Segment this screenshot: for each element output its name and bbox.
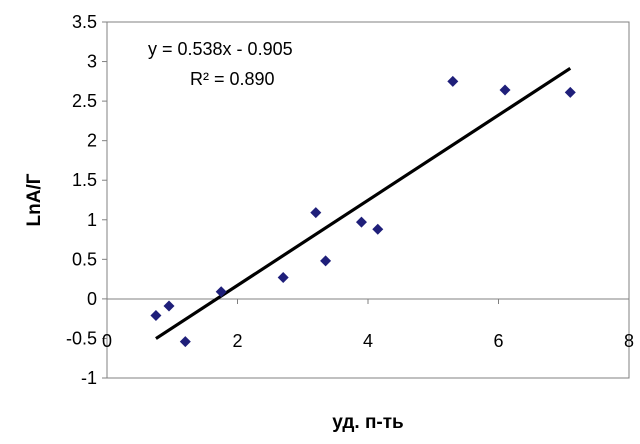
r-squared-label: R² = 0.890 [190, 69, 275, 89]
data-points [150, 75, 576, 348]
trendline-layer [155, 66, 572, 340]
trendline-equation: y = 0.538x - 0.905 [148, 39, 293, 59]
y-tick-label: 3.5 [72, 12, 97, 32]
y-tick-label: -1 [81, 368, 97, 388]
data-point [355, 216, 367, 228]
y-tick-label: 2.5 [72, 91, 97, 111]
data-point [320, 255, 332, 267]
x-tick-label: 6 [493, 331, 503, 351]
y-tick-label: 0 [87, 289, 97, 309]
x-tick-label: 2 [232, 331, 242, 351]
data-point [163, 300, 175, 312]
y-tick-label: 2 [87, 131, 97, 151]
x-tick-label: 4 [363, 331, 373, 351]
data-point [179, 336, 191, 348]
y-tick-label: 3 [87, 52, 97, 72]
data-point [310, 207, 322, 219]
data-point [564, 86, 576, 98]
x-axis-ticks: 0 2 4 6 8 [102, 299, 634, 351]
data-point [150, 310, 162, 322]
x-axis-title: уд. п-ть [332, 412, 404, 433]
x-tick-label: 8 [624, 331, 634, 351]
data-point [372, 223, 384, 235]
data-point [447, 75, 459, 87]
y-tick-label: -0.5 [66, 328, 97, 348]
data-point [215, 286, 227, 298]
data-point [277, 272, 289, 284]
x-tick-label: 0 [102, 331, 112, 351]
data-point [499, 84, 511, 96]
y-axis-ticks: -1-0.500.511.522.533.5 [66, 12, 629, 388]
y-axis-title: LnA/Г [24, 173, 45, 226]
y-tick-label: 0.5 [72, 249, 97, 269]
y-tick-label: 1 [87, 210, 97, 230]
y-tick-label: 1.5 [72, 170, 97, 190]
trendline [155, 66, 572, 340]
